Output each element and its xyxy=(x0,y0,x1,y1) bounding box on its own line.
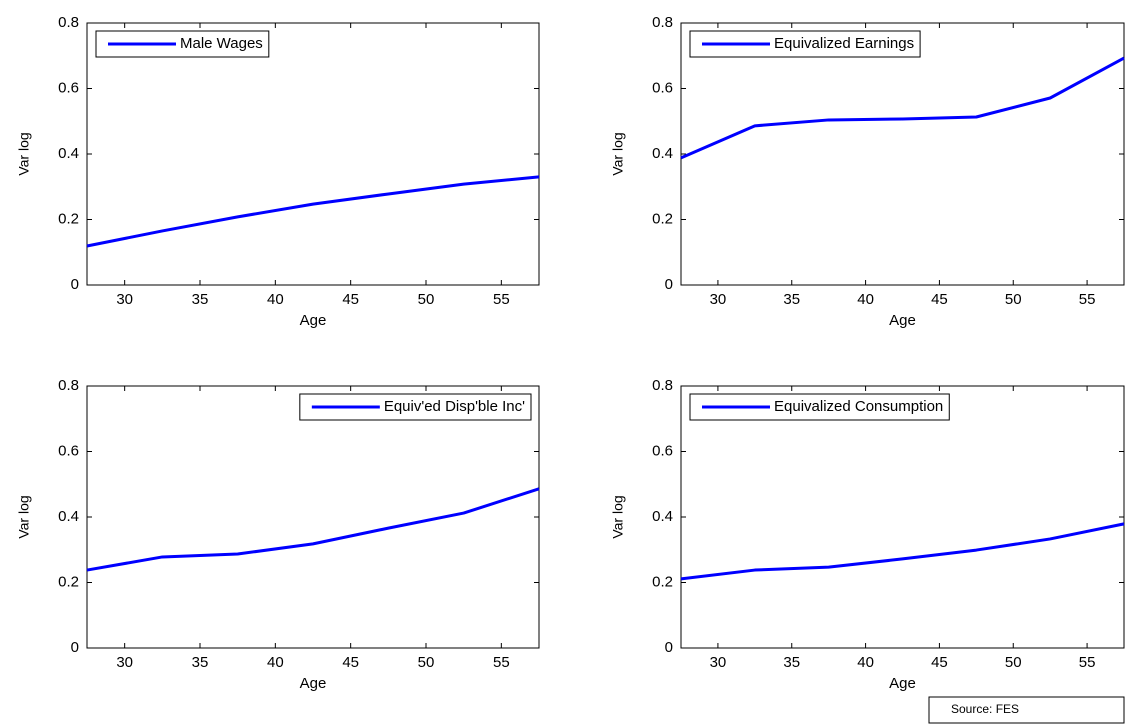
plot-area xyxy=(680,385,1125,649)
x-tick-label: 55 xyxy=(493,654,510,671)
legend: Equivalized Consumption xyxy=(689,393,950,421)
x-tick-label: 55 xyxy=(493,291,510,308)
source-box xyxy=(928,696,1125,724)
x-tick-label: 55 xyxy=(1079,654,1096,671)
y-tick-label: 0.4 xyxy=(652,508,673,525)
y-tick-label: 0.8 xyxy=(652,377,673,394)
plot-area xyxy=(86,385,540,649)
y-axis-label: Var log xyxy=(610,495,626,538)
x-tick-label: 35 xyxy=(783,291,800,308)
x-tick-label: 40 xyxy=(267,291,284,308)
plot-area xyxy=(680,22,1125,286)
y-tick-label: 0.8 xyxy=(58,14,79,31)
x-tick-label: 40 xyxy=(857,291,874,308)
y-tick-label: 0.2 xyxy=(652,573,673,590)
x-tick-label: 50 xyxy=(1005,291,1022,308)
x-tick-label: 45 xyxy=(342,291,359,308)
y-tick-label: 0 xyxy=(71,639,79,656)
y-tick-label: 0.4 xyxy=(58,508,79,525)
y-tick-label: 0 xyxy=(71,276,79,293)
x-tick-label: 30 xyxy=(116,291,133,308)
legend: Equiv'ed Disp'ble Inc' xyxy=(299,393,532,421)
x-axis-label: Age xyxy=(889,312,916,329)
data-line xyxy=(680,522,1125,581)
x-axis-label: Age xyxy=(889,675,916,692)
x-tick-label: 40 xyxy=(857,654,874,671)
source-note: Source: FES xyxy=(951,702,1019,716)
legend: Male Wages xyxy=(95,30,270,58)
x-axis-label: Age xyxy=(300,312,327,329)
x-tick-label: 50 xyxy=(1005,654,1022,671)
x-tick-label: 35 xyxy=(192,654,209,671)
y-tick-label: 0.6 xyxy=(58,442,79,459)
x-tick-label: 40 xyxy=(267,654,284,671)
x-tick-label: 55 xyxy=(1079,291,1096,308)
x-tick-label: 35 xyxy=(192,291,209,308)
y-tick-label: 0.6 xyxy=(652,79,673,96)
y-tick-label: 0.2 xyxy=(58,210,79,227)
legend-label: Equiv'ed Disp'ble Inc' xyxy=(384,398,525,415)
y-axis-label: Var log xyxy=(16,132,32,175)
legend: Equivalized Earnings xyxy=(689,30,921,58)
data-line xyxy=(86,487,540,572)
x-tick-label: 45 xyxy=(931,654,948,671)
x-tick-label: 50 xyxy=(418,291,435,308)
x-tick-label: 30 xyxy=(710,654,727,671)
y-tick-label: 0.8 xyxy=(58,377,79,394)
legend-label: Equivalized Earnings xyxy=(774,35,914,52)
y-tick-label: 0 xyxy=(665,639,673,656)
data-line xyxy=(680,56,1125,160)
y-tick-label: 0.2 xyxy=(652,210,673,227)
y-tick-label: 0 xyxy=(665,276,673,293)
x-tick-label: 50 xyxy=(418,654,435,671)
y-tick-label: 0.4 xyxy=(58,145,79,162)
x-tick-label: 30 xyxy=(116,654,133,671)
y-tick-label: 0.6 xyxy=(58,79,79,96)
x-tick-label: 45 xyxy=(931,291,948,308)
y-tick-label: 0.2 xyxy=(58,573,79,590)
y-tick-label: 0.8 xyxy=(652,14,673,31)
x-axis-label: Age xyxy=(300,675,327,692)
x-tick-label: 45 xyxy=(342,654,359,671)
legend-box xyxy=(95,30,270,58)
y-axis-label: Var log xyxy=(610,132,626,175)
x-tick-label: 30 xyxy=(710,291,727,308)
legend-label: Equivalized Consumption xyxy=(774,398,943,415)
y-tick-label: 0.4 xyxy=(652,145,673,162)
x-tick-label: 35 xyxy=(783,654,800,671)
y-tick-label: 0.6 xyxy=(652,442,673,459)
data-line xyxy=(86,175,540,248)
y-axis-label: Var log xyxy=(16,495,32,538)
legend-label: Male Wages xyxy=(180,35,263,52)
plot-area xyxy=(86,22,540,286)
